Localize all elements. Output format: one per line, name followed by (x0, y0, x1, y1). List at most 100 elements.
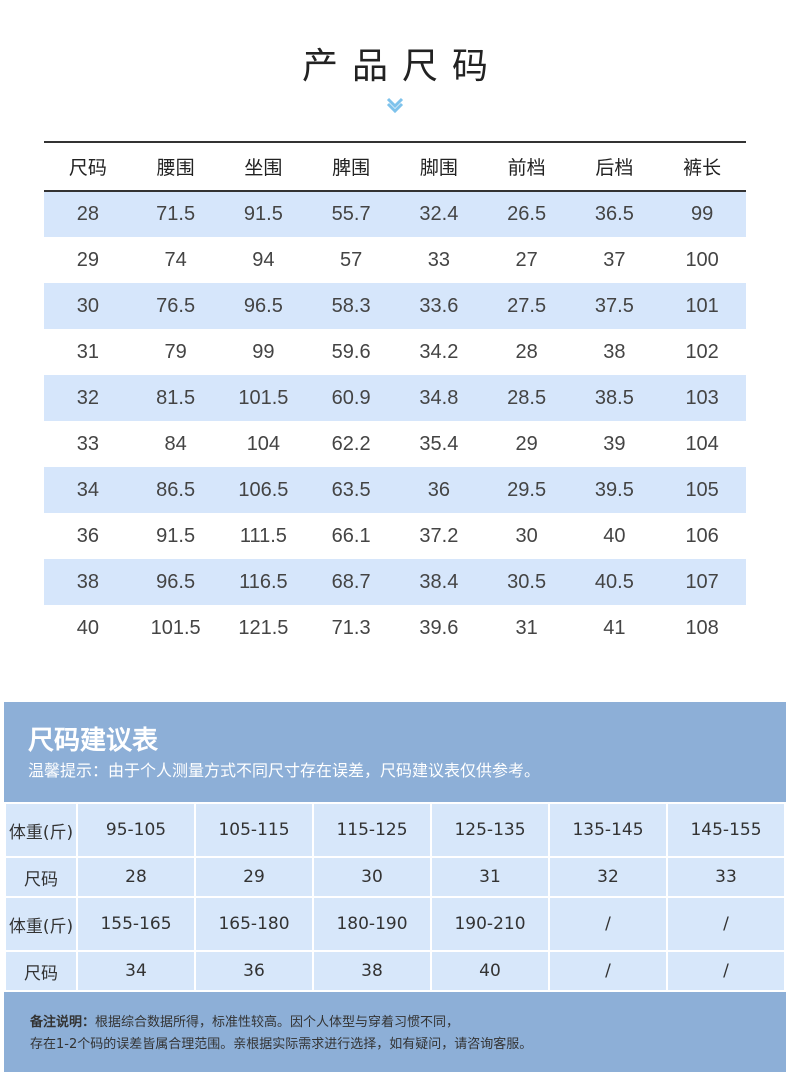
table-cell: 28 (44, 191, 132, 237)
recommendation-cell: 190-210 (432, 898, 548, 950)
table-cell: 39.5 (570, 467, 659, 513)
recommendation-cell: 105-115 (196, 804, 312, 856)
recommendation-cell: 30 (314, 858, 430, 896)
table-cell: 29 (515, 432, 538, 455)
table-cell: 27 (515, 248, 538, 271)
table-row: 29 74 94 57 33 27 37 100 (44, 237, 746, 283)
table-cell: 100 (685, 248, 719, 271)
table-cell: 101 (658, 283, 746, 329)
table-cell: 96.5 (131, 559, 220, 605)
table-cell: 116.5 (219, 559, 308, 605)
table-cell: 37 (603, 248, 626, 271)
recommendation-cell: 95-105 (78, 804, 194, 856)
table-cell: 30 (44, 283, 132, 329)
table-cell: 33 (76, 432, 99, 455)
recommendation-row-label: 体重(斤) (6, 898, 76, 950)
table-cell: 26.5 (482, 191, 571, 237)
table-cell: 99 (658, 191, 746, 237)
table-cell: 96.5 (219, 283, 308, 329)
table-cell: 91.5 (156, 524, 196, 547)
table-cell: 103 (658, 375, 746, 421)
table-cell: 31 (515, 616, 538, 639)
table-cell: 91.5 (219, 191, 308, 237)
table-cell: 102 (685, 340, 719, 363)
table-cell: 105 (658, 467, 746, 513)
table-cell: 37.5 (570, 283, 659, 329)
table-cell: 108 (685, 616, 719, 639)
recommendation-cell: / (550, 952, 666, 990)
column-header-size: 尺码 (44, 141, 132, 192)
chevron-down-icon (386, 97, 404, 114)
column-header-thigh: 脾围 (307, 141, 395, 192)
recommendation-cell: 145-155 (668, 804, 784, 856)
note-line-2: 存在1-2个码的误差皆属合理范围。亲根据实际需求进行选择，如有疑问，请咨询客服。 (30, 1037, 533, 1052)
table-cell: 111.5 (239, 524, 287, 547)
table-cell: 104 (246, 432, 281, 455)
table-row: 38 96.5 116.5 68.7 38.4 30.5 40.5 107 (44, 559, 746, 605)
recommendation-title: 尺码建议表 (28, 726, 159, 756)
table-cell: 106.5 (219, 467, 308, 513)
table-cell: 121.5 (238, 616, 289, 639)
table-cell: 31 (76, 340, 99, 363)
recommendation-row-label: 尺码 (6, 952, 76, 990)
recommendation-table: 体重(斤) 95-105 105-115 115-125 125-135 135-145 1… (4, 802, 786, 992)
table-cell: 41 (603, 616, 626, 639)
recommendation-row-label: 体重(斤) (6, 804, 76, 856)
recommendation-row-label: 尺码 (6, 858, 76, 896)
table-row: 33 84 104 62.2 35.4 29 39 104 (44, 421, 746, 467)
size-table: 尺码 腰围 坐围 脾围 脚围 前档 后档 裤长 28 71.5 91.5 55.7 32… (44, 141, 746, 651)
recommendation-row: 尺码 28 29 30 31 32 33 (6, 858, 784, 896)
recommendation-cell: 28 (78, 858, 194, 896)
table-cell: 86.5 (131, 467, 220, 513)
table-cell: 101.5 (150, 616, 201, 639)
table-cell: 63.5 (307, 467, 395, 513)
table-cell: 38 (44, 559, 132, 605)
recommendation-cell: 31 (432, 858, 548, 896)
recommendation-cell: 125-135 (432, 804, 548, 856)
note: 备注说明：根据综合数据所得，标准性较高。因个人体型与穿着习惯不同， 存在1-2个… (30, 1012, 770, 1056)
recommendation-cell: 34 (78, 952, 194, 990)
page-title: 产品尺码 (301, 46, 502, 87)
table-cell: 66.1 (331, 524, 371, 547)
table-row: 32 81.5 101.5 60.9 34.8 28.5 38.5 103 (44, 375, 746, 421)
table-cell: 107 (658, 559, 746, 605)
table-cell: 106 (685, 524, 719, 547)
table-cell: 29.5 (482, 467, 571, 513)
table-row: 36 91.5 111.5 66.1 37.2 30 40 106 (44, 513, 746, 559)
note-text-1: 根据综合数据所得，标准性较高。因个人体型与穿着习惯不同， (95, 1015, 460, 1030)
size-table-header-row: 尺码 腰围 坐围 脾围 脚围 前档 后档 裤长 (44, 141, 746, 192)
table-cell: 38 (603, 340, 626, 363)
table-cell: 81.5 (131, 375, 220, 421)
table-cell: 34.2 (419, 340, 459, 363)
table-cell: 37.2 (419, 524, 459, 547)
table-cell: 28.5 (482, 375, 571, 421)
table-cell: 40 (603, 524, 626, 547)
table-cell: 34.8 (395, 375, 483, 421)
recommendation-cell: / (668, 898, 784, 950)
table-cell: 104 (685, 432, 719, 455)
column-header-waist: 腰围 (131, 141, 220, 192)
table-cell: 84 (164, 432, 187, 455)
table-cell: 35.4 (419, 432, 459, 455)
recommendation-cell: 115-125 (314, 804, 430, 856)
table-cell: 40 (76, 616, 99, 639)
recommendation-cell: 155-165 (78, 898, 194, 950)
table-cell: 36 (76, 524, 99, 547)
table-cell: 57 (340, 248, 363, 271)
recommendation-tip: 温馨提示：由于个人测量方式不同尺寸存在误差，尺码建议表仅供参考。 (28, 761, 541, 780)
recommendation-row: 尺码 34 36 38 40// (6, 952, 784, 990)
table-cell: 34 (44, 467, 132, 513)
table-cell: 33 (427, 248, 450, 271)
table-cell: 59.6 (331, 340, 371, 363)
recommendation-cell: 180-190 (314, 898, 430, 950)
table-cell: 39 (603, 432, 626, 455)
recommendation-cell: 29 (196, 858, 312, 896)
column-header-back-rise: 后档 (570, 141, 659, 192)
table-cell: 36 (395, 467, 483, 513)
table-cell: 38.4 (395, 559, 483, 605)
table-cell: 28 (515, 340, 538, 363)
table-cell: 101.5 (219, 375, 308, 421)
recommendation-cell: 165-180 (196, 898, 312, 950)
table-cell: 55.7 (307, 191, 395, 237)
table-cell: 27.5 (482, 283, 571, 329)
